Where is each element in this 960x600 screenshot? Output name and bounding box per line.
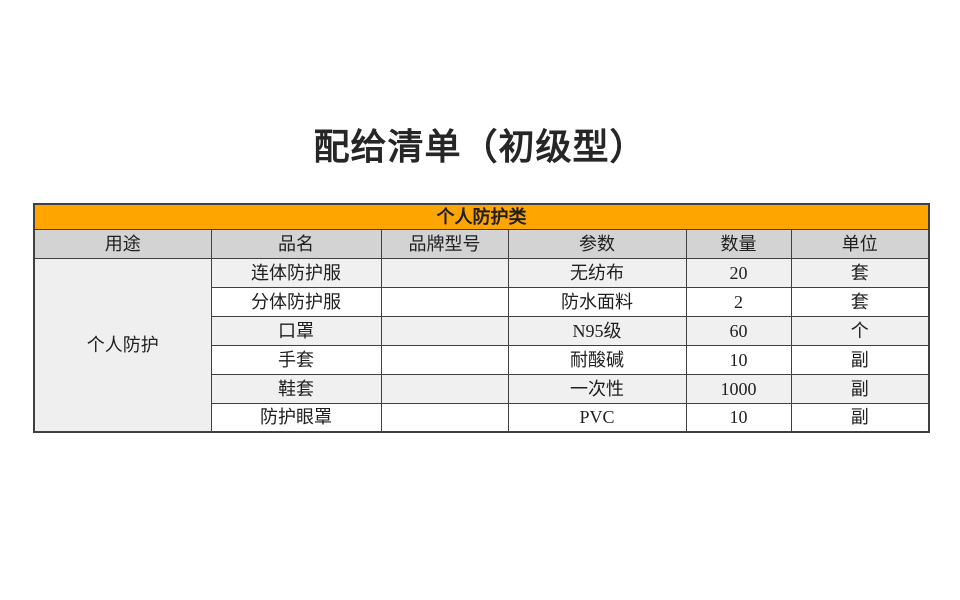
cell-brand-model [380,315,509,346]
cell-unit: 副 [790,344,930,375]
cell-unit: 个 [790,315,930,346]
column-header-unit: 单位 [790,228,930,259]
cell-brand-model [380,257,509,288]
cell-parameter: PVC [507,402,687,433]
cell-product-name: 连体防护服 [210,257,382,288]
column-header-quantity: 数量 [685,228,792,259]
cell-parameter: 防水面料 [507,286,687,317]
group-cell-personal-protection: 个人防护 [33,257,212,433]
category-header: 个人防护类 [33,203,930,230]
column-header-row: 用途 品名 品牌型号 参数 数量 单位 [33,228,930,259]
cell-quantity: 1000 [685,373,792,404]
cell-quantity: 10 [685,344,792,375]
cell-parameter: N95级 [507,315,687,346]
column-header-brand-model: 品牌型号 [380,228,509,259]
cell-unit: 套 [790,286,930,317]
column-header-usage: 用途 [33,228,212,259]
supply-table: 个人防护类 用途 品名 品牌型号 参数 数量 单位 个人防护 连体防护服 无纺布… [33,203,931,433]
cell-parameter: 无纺布 [507,257,687,288]
cell-product-name: 鞋套 [210,373,382,404]
category-header-row: 个人防护类 [33,203,930,230]
cell-quantity: 60 [685,315,792,346]
cell-parameter: 一次性 [507,373,687,404]
table-row: 鞋套 一次性 1000 副 [34,373,930,404]
table-row: 分体防护服 防水面料 2 套 [34,286,930,317]
cell-quantity: 10 [685,402,792,433]
table-row: 个人防护 连体防护服 无纺布 20 套 [33,257,930,433]
page-title: 配给清单（初级型） [313,126,647,167]
cell-unit: 副 [790,402,930,433]
cell-brand-model [380,344,509,375]
cell-unit: 副 [790,373,930,404]
cell-product-name: 防护眼罩 [210,402,382,433]
cell-brand-model [380,402,509,433]
cell-brand-model [380,373,509,404]
cell-product-name: 分体防护服 [210,286,382,317]
cell-product-name: 口罩 [210,315,382,346]
cell-quantity: 2 [685,286,792,317]
table-row: 口罩 N95级 60 个 [34,315,930,346]
cell-unit: 套 [790,257,930,288]
cell-product-name: 手套 [210,344,382,375]
column-header-product: 品名 [210,228,382,259]
cell-brand-model [380,286,509,317]
table-row: 防护眼罩 PVC 10 副 [34,402,930,433]
cell-parameter: 耐酸碱 [507,344,687,375]
table-row: 手套 耐酸碱 10 副 [34,344,930,375]
cell-quantity: 20 [685,257,792,288]
column-header-parameter: 参数 [507,228,687,259]
